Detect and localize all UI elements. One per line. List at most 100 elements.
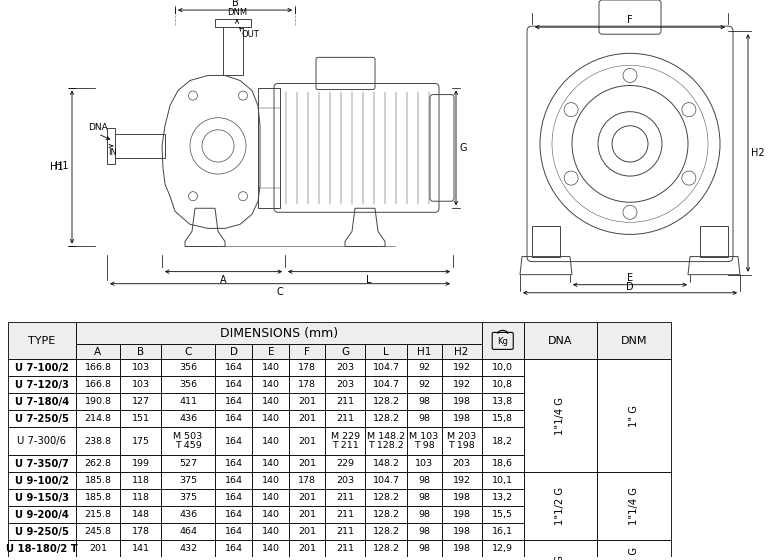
Text: 375: 375 (179, 493, 197, 502)
Bar (107, 128, 115, 164)
Bar (326, 557, 365, 560)
Bar (406, 427, 441, 455)
Text: 140: 140 (262, 414, 280, 423)
Text: 127: 127 (131, 398, 149, 407)
Bar (215, 540, 253, 557)
Bar (365, 557, 406, 560)
Text: E: E (627, 273, 633, 283)
Text: 98: 98 (418, 527, 430, 536)
Bar (524, 540, 597, 560)
Text: 201: 201 (89, 544, 107, 553)
Bar (215, 19, 251, 27)
Bar (120, 410, 161, 427)
Bar (365, 506, 406, 523)
Text: 140: 140 (262, 527, 280, 536)
Bar (8, 410, 76, 427)
Text: 375: 375 (179, 476, 197, 486)
Text: IN: IN (108, 148, 117, 157)
Bar (289, 506, 326, 523)
Text: 178: 178 (298, 363, 316, 372)
Bar (76, 506, 120, 523)
Text: 211: 211 (336, 544, 354, 553)
Bar (161, 344, 215, 360)
Bar (406, 557, 441, 560)
Text: 103: 103 (131, 380, 150, 389)
Text: 148: 148 (131, 510, 149, 519)
Text: 128.2: 128.2 (372, 398, 399, 407)
Bar (8, 557, 76, 560)
Text: 464: 464 (179, 527, 197, 536)
Bar (8, 376, 76, 393)
Text: 18,6: 18,6 (492, 459, 514, 468)
Text: 140: 140 (262, 459, 280, 468)
Bar (289, 455, 326, 472)
Bar (8, 427, 76, 455)
Bar (597, 360, 671, 472)
Bar (441, 557, 482, 560)
Text: F: F (305, 347, 310, 357)
Text: B: B (137, 347, 144, 357)
Text: 128.2: 128.2 (372, 544, 399, 553)
Text: 10,0: 10,0 (492, 363, 514, 372)
Text: 164: 164 (225, 459, 242, 468)
Text: M 503: M 503 (173, 432, 203, 441)
Text: U 9-250/5: U 9-250/5 (15, 527, 69, 536)
Bar (326, 393, 365, 410)
Text: 1"1/2 G: 1"1/2 G (556, 487, 566, 525)
Bar (482, 393, 524, 410)
Bar (289, 557, 326, 560)
Text: T 459: T 459 (175, 441, 201, 450)
Text: 192: 192 (453, 476, 471, 486)
Text: TYPE: TYPE (28, 336, 55, 346)
Bar (253, 376, 289, 393)
Text: G: G (341, 347, 350, 357)
Text: D: D (626, 282, 634, 292)
Bar (120, 506, 161, 523)
Bar (253, 344, 289, 360)
Bar (76, 393, 120, 410)
Bar (223, 27, 243, 76)
Bar (120, 455, 161, 472)
Text: U 9-200/4: U 9-200/4 (15, 510, 69, 520)
Text: M 203: M 203 (447, 432, 476, 441)
Text: 98: 98 (418, 510, 430, 519)
Bar (326, 489, 365, 506)
Text: U 7-350/7: U 7-350/7 (15, 459, 68, 469)
Bar (482, 455, 524, 472)
Text: 436: 436 (179, 414, 197, 423)
Text: U 9-100/2: U 9-100/2 (15, 476, 69, 486)
Text: 10,8: 10,8 (492, 380, 514, 389)
Text: DNA: DNA (548, 336, 573, 346)
Bar (120, 393, 161, 410)
Text: 98: 98 (418, 544, 430, 553)
Bar (115, 134, 165, 158)
Bar (289, 410, 326, 427)
Text: T 211: T 211 (332, 441, 359, 450)
Text: 201: 201 (298, 437, 316, 446)
Bar (76, 323, 482, 344)
Text: 185.8: 185.8 (85, 493, 111, 502)
Text: DNM: DNM (621, 336, 647, 346)
Bar (441, 472, 482, 489)
Bar (365, 455, 406, 472)
Bar (289, 427, 326, 455)
Bar (289, 523, 326, 540)
Text: L: L (366, 274, 371, 284)
Bar (8, 455, 76, 472)
Text: 103: 103 (415, 459, 433, 468)
Text: H2: H2 (455, 347, 469, 357)
Text: M 229: M 229 (331, 432, 360, 441)
Text: H1: H1 (50, 162, 64, 172)
Bar (365, 393, 406, 410)
Text: F: F (627, 15, 632, 25)
Text: 128.2: 128.2 (372, 493, 399, 502)
Bar (215, 472, 253, 489)
Text: U 7-100/2: U 7-100/2 (15, 363, 69, 373)
Text: 198: 198 (453, 493, 471, 502)
Bar (406, 344, 441, 360)
Bar (365, 376, 406, 393)
Text: 15,5: 15,5 (492, 510, 514, 519)
Text: 92: 92 (418, 363, 430, 372)
Text: 198: 198 (453, 398, 471, 407)
Text: T 198: T 198 (448, 441, 475, 450)
